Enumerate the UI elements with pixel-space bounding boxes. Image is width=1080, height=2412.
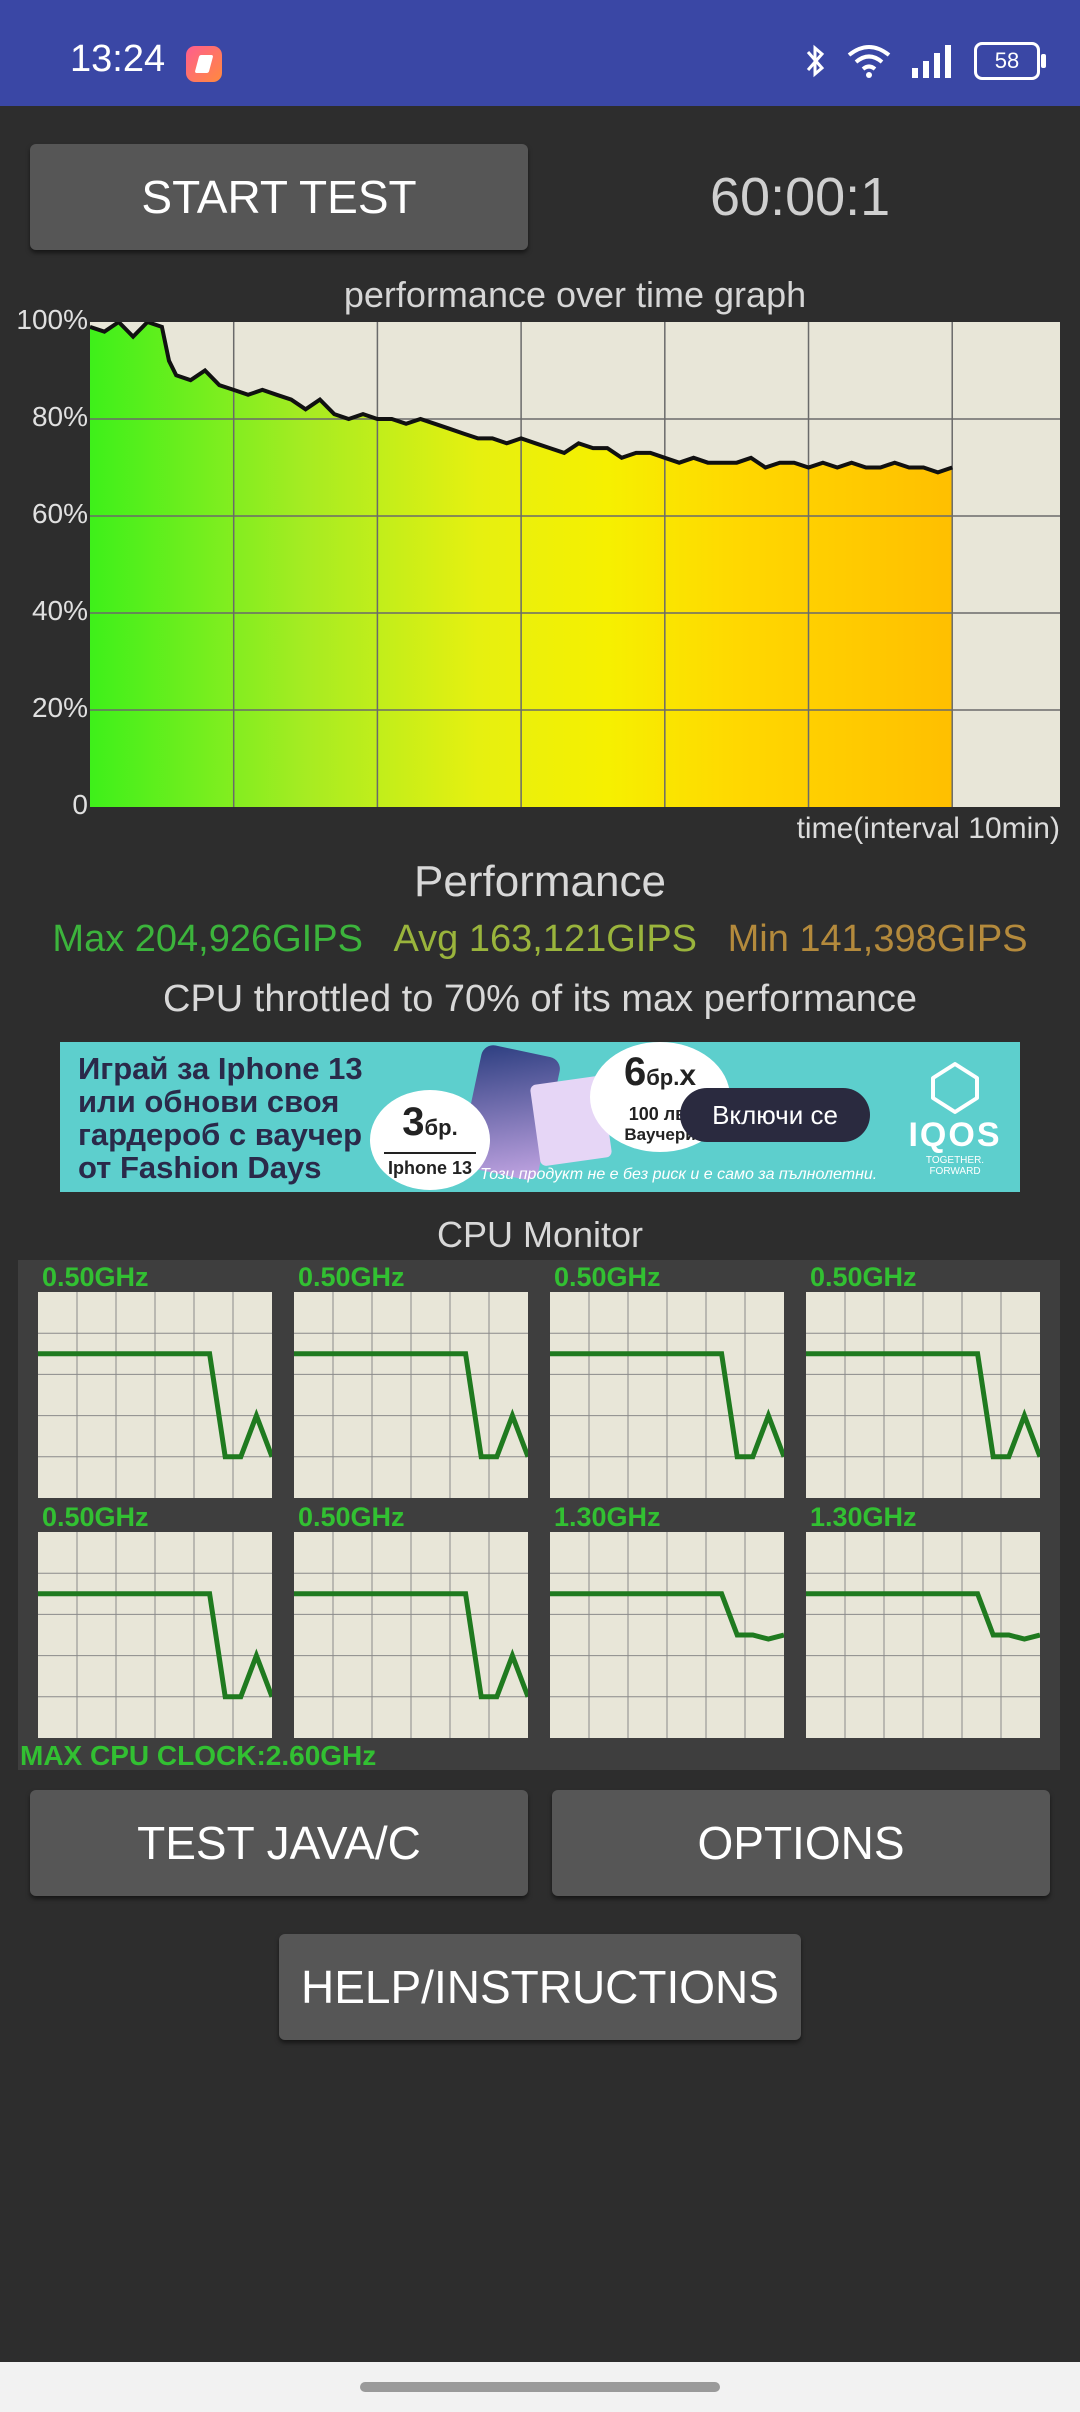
status-bar: 13:24 58 (0, 0, 1080, 106)
ad-line: Играй за Iphone 13 (78, 1051, 363, 1086)
y-tick-label: 40% (31, 595, 88, 626)
cpu-core-line (38, 1351, 272, 1460)
cpu-core-graph (38, 1532, 272, 1738)
graph-grid (90, 322, 1060, 807)
cpu-core-graph (806, 1292, 1040, 1498)
x-axis-label: time(interval 10min) (796, 812, 1060, 845)
y-tick-label: 0 (72, 789, 88, 820)
cpu-core-frequency: 0.50GHz (298, 1262, 405, 1292)
max-performance: Max 204,926GIPS (52, 918, 363, 960)
cpu-core-line (806, 1351, 1040, 1460)
cpu-core-frequency: 1.30GHz (810, 1502, 917, 1532)
status-icons: 58 (804, 36, 1046, 86)
cpu-core-line (806, 1591, 1040, 1642)
max-cpu-clock: MAX CPU CLOCK:2.60GHz (20, 1740, 377, 1771)
throttle-message: CPU throttled to 70% of its max performa… (163, 978, 917, 1020)
cpu-core-line (294, 1591, 528, 1700)
cpu-core-frequency: 0.50GHz (298, 1502, 405, 1532)
notification-app-icon (186, 46, 222, 82)
avg-performance: Avg 163,121GIPS (393, 918, 698, 960)
logo-tagline: TOGETHER. FORWARD (925, 1155, 985, 1177)
cpu-core-line (550, 1591, 784, 1642)
signal-icon (912, 45, 951, 78)
cpu-core-frequency: 0.50GHz (42, 1502, 149, 1532)
logo-text: IQOS (908, 1116, 1002, 1154)
cpu-monitor-title: CPU Monitor (436, 1214, 644, 1255)
graph-title: performance over time graph (343, 274, 807, 315)
performance-title: Performance (414, 857, 666, 906)
badge-unit: бр. (424, 1115, 458, 1140)
performance-line (90, 322, 953, 475)
performance-stats: Max 204,926GIPS Avg 163,121GIPS Min 141,… (0, 918, 1080, 961)
cpu-core-graph (550, 1532, 784, 1738)
cpu-core-graph (294, 1292, 528, 1498)
ad-headline: Играй за Iphone 13 или обнови своя гарде… (78, 1052, 363, 1184)
iqos-logo-icon (931, 1062, 979, 1114)
cpu-core-line (550, 1351, 784, 1460)
home-gesture-handle[interactable] (360, 2382, 720, 2392)
badge-count: 6 (623, 1050, 647, 1094)
ad-disclaimer: Този продукт не е без риск и е само за п… (480, 1166, 878, 1183)
badge-label: Ваучери (624, 1125, 696, 1144)
wifi-icon (847, 45, 891, 78)
ad-banner[interactable]: Играй за Iphone 13 или обнови своя гарде… (60, 1042, 1020, 1192)
ad-line: гардероб с ваучер (78, 1117, 363, 1152)
cpu-core-frequency: 0.50GHz (554, 1262, 661, 1292)
cpu-core-line (38, 1591, 272, 1700)
y-tick-label: 20% (31, 692, 88, 723)
cpu-core-graph (806, 1532, 1040, 1738)
badge-label: Iphone 13 (384, 1152, 476, 1179)
ad-line: от Fashion Days (78, 1150, 322, 1185)
y-tick-label: 60% (31, 498, 88, 529)
test-java-c-button[interactable]: TEST JAVA/C (30, 1790, 528, 1896)
badge-x: x (679, 1059, 697, 1092)
min-performance: Min 141,398GIPS (727, 918, 1028, 960)
y-tick-label: 80% (31, 401, 88, 432)
performance-graph (90, 322, 1060, 807)
badge-unit: бр. (646, 1065, 680, 1090)
iqos-logo: IQOS TOGETHER. FORWARD (900, 1060, 1010, 1180)
bluetooth-icon (806, 44, 825, 78)
options-button[interactable]: OPTIONS (552, 1790, 1050, 1896)
y-tick-label: 100% (16, 304, 88, 335)
start-test-button[interactable]: START TEST (30, 144, 528, 250)
cpu-core-frequency: 1.30GHz (554, 1502, 661, 1532)
help-instructions-button[interactable]: HELP/INSTRUCTIONS (279, 1934, 801, 2040)
status-time: 13:24 (70, 38, 166, 80)
cpu-core-graph (294, 1532, 528, 1738)
cpu-core-line (294, 1351, 528, 1460)
badge-count: 3 (402, 1100, 425, 1144)
ad-badge-phones: 3бр. Iphone 13 (370, 1090, 490, 1190)
badge-amount: 100 лв. (628, 1104, 692, 1124)
cpu-core-graph (38, 1292, 272, 1498)
cpu-core-graph (550, 1292, 784, 1498)
ad-line: или обнови своя (78, 1084, 340, 1119)
battery-icon: 58 (974, 42, 1046, 80)
ad-cta-button[interactable]: Включи се (680, 1088, 870, 1142)
cpu-core-frequency: 0.50GHz (42, 1262, 149, 1292)
test-timer: 60:00:1 (710, 167, 891, 227)
cpu-core-frequency: 0.50GHz (810, 1262, 917, 1292)
